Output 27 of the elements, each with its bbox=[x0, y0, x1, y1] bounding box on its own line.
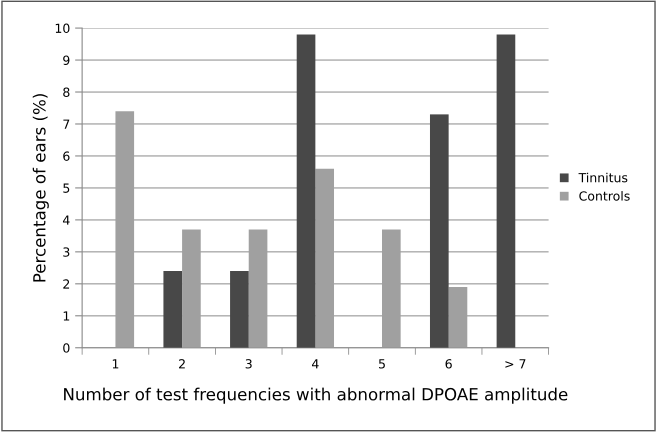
y-tick-label: 0 bbox=[63, 343, 70, 353]
y-tick-label: 6 bbox=[63, 151, 70, 161]
y-tick-label: 4 bbox=[62, 216, 70, 225]
x-tick-label: 2 bbox=[179, 359, 185, 368]
bar bbox=[163, 271, 182, 348]
y-tick-label: 1 bbox=[64, 311, 70, 321]
x-tick-label: 5 bbox=[378, 359, 385, 369]
y-tick-label: 9 bbox=[63, 56, 70, 65]
x-axis-title: Number of test frequencies with abnormal DPOAE amplitude bbox=[64, 388, 568, 404]
legend-label: Controls bbox=[579, 191, 630, 201]
y-tick-label: 10 bbox=[56, 24, 70, 34]
bar bbox=[430, 114, 449, 348]
x-tick-label: > 7 bbox=[505, 359, 526, 368]
y-tick-label: 3 bbox=[63, 247, 70, 257]
y-tick-label: 8 bbox=[63, 87, 70, 97]
y-axis-title: Percentage of ears (%) bbox=[32, 94, 49, 282]
y-tick-label: 7 bbox=[63, 120, 70, 129]
x-tick-label: 6 bbox=[446, 359, 452, 369]
x-tick-label: 1 bbox=[112, 359, 118, 368]
bar bbox=[230, 271, 249, 348]
x-tick-label: 3 bbox=[246, 359, 252, 369]
y-tick-label: 2 bbox=[63, 279, 70, 289]
bar bbox=[296, 34, 316, 348]
x-tick-label: 4 bbox=[312, 359, 319, 368]
legend-label: Tinnitus bbox=[578, 172, 628, 182]
bar bbox=[496, 34, 516, 348]
y-tick-label: 5 bbox=[63, 184, 70, 193]
